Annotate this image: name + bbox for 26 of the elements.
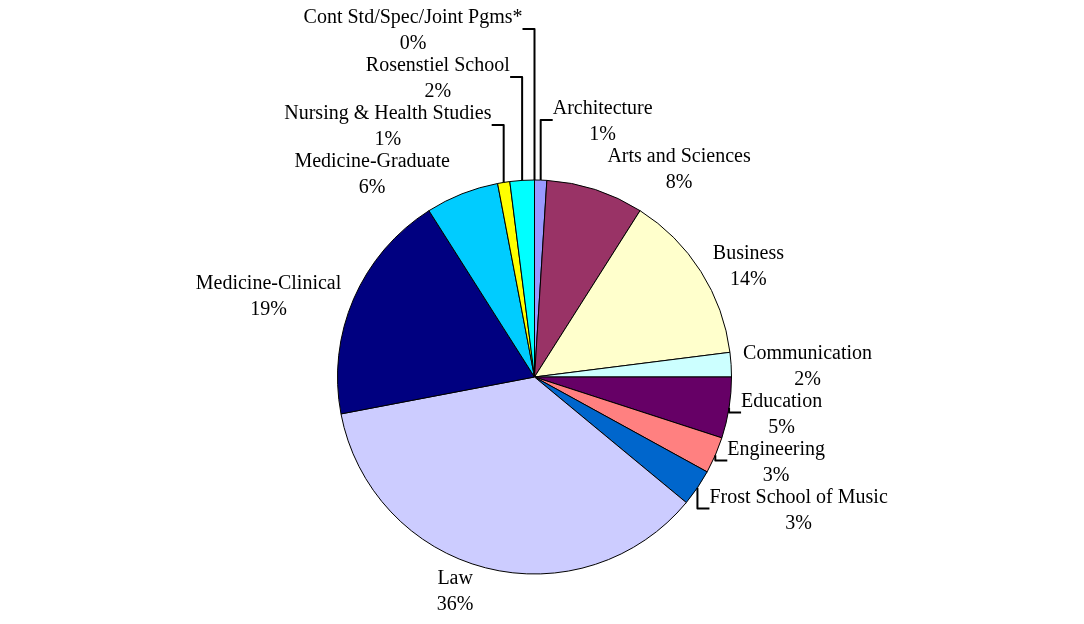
data-label: 8% <box>665 169 693 192</box>
data-label: 2% <box>794 366 821 389</box>
slice-label: Engineering <box>727 436 826 460</box>
slice-label: Medicine-Clinical <box>195 270 342 293</box>
slice-label: Communication <box>743 340 872 363</box>
slice-label: Architecture <box>552 95 653 118</box>
data-label: 1% <box>589 121 616 144</box>
slice-label: Education <box>741 388 823 411</box>
data-label: 2% <box>424 79 452 102</box>
slice-label: Law <box>437 566 474 589</box>
data-label: 19% <box>250 296 287 319</box>
slice-label: Frost School of Music <box>709 484 888 507</box>
data-label: 3% <box>785 510 812 533</box>
category-label: Cont Std/Spec/Joint Pgms* <box>303 5 523 28</box>
slice-label: Nursing & Health Studies <box>284 101 492 125</box>
slice-label: Arts and Sciences <box>607 143 751 166</box>
slice-label: Rosenstiel School <box>365 53 511 76</box>
slice-label: Medicine-Graduate <box>294 149 450 172</box>
data-label: 3% <box>762 462 790 485</box>
data-label: 36% <box>436 592 474 615</box>
text: 0% <box>399 31 427 54</box>
data-label: 5% <box>768 414 795 437</box>
data-label: 14% <box>730 266 767 289</box>
slice-label: Business <box>712 240 785 263</box>
data-label: 6% <box>358 175 386 198</box>
data-label: 1% <box>374 127 402 150</box>
